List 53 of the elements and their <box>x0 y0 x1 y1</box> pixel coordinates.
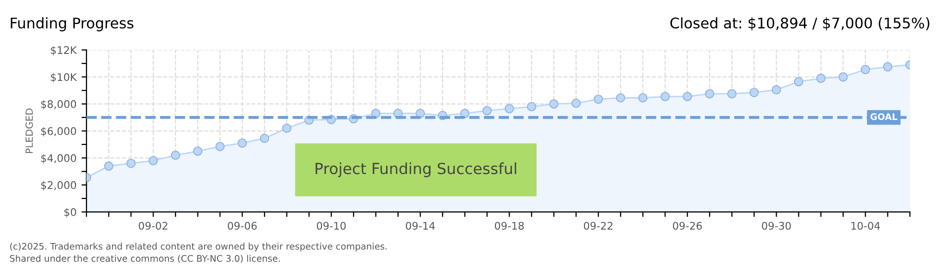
point <box>238 138 247 148</box>
point <box>883 62 892 72</box>
point <box>549 99 558 109</box>
point <box>504 104 514 114</box>
y-tick-label: $10K <box>50 72 77 82</box>
y-axis-title: PLEDGED <box>26 108 33 154</box>
x-tick-label: 09-18 <box>494 222 524 230</box>
y-tick-label: $0 <box>64 208 76 218</box>
point <box>638 93 648 103</box>
point <box>749 88 759 98</box>
point <box>794 77 804 86</box>
point <box>682 92 692 102</box>
x-tick-label: 10-04 <box>851 222 880 230</box>
point <box>104 161 114 171</box>
ref-line-label: GOAL <box>870 113 898 120</box>
point <box>571 98 581 108</box>
y-tick-label: $12K <box>50 46 77 56</box>
point <box>526 102 536 112</box>
point <box>838 72 848 82</box>
point <box>727 89 737 98</box>
x-tick-label: 09-02 <box>138 222 168 230</box>
x-tick-label: 09-14 <box>406 222 435 230</box>
y-tick-label: $8,000 <box>41 100 76 110</box>
y-tick-label: $4,000 <box>41 154 76 164</box>
text: Shared under the creative commons (CC BY-NC 3.0) license. <box>10 254 280 263</box>
point <box>260 134 270 144</box>
point <box>860 64 870 74</box>
point <box>816 74 826 83</box>
point <box>460 108 470 118</box>
x-tick-label: 09-06 <box>228 222 257 230</box>
chart-subtitle: Closed at: $10,894 / $7,000 (155%) <box>670 17 930 30</box>
point <box>193 146 202 156</box>
annotation: Project Funding Successful <box>316 162 516 178</box>
text: (c)2025. Trademarks and related content are owned by their respective companies. <box>10 242 387 252</box>
point <box>772 85 782 94</box>
point <box>594 94 603 104</box>
x-tick-label: 09-22 <box>584 222 612 230</box>
point <box>282 124 292 133</box>
y-tick-label: $6,000 <box>41 126 76 136</box>
point <box>148 156 158 166</box>
x-tick-label: 09-26 <box>672 222 702 230</box>
point <box>170 150 180 160</box>
x-tick-label: 09-10 <box>316 222 346 230</box>
point <box>215 142 225 152</box>
y-tick-label: $2,000 <box>41 180 76 190</box>
chart-title: Funding Progress <box>10 17 134 32</box>
point <box>416 108 425 118</box>
x-tick-label: 09-30 <box>762 222 791 230</box>
point <box>704 89 714 98</box>
point <box>126 158 136 168</box>
point <box>616 93 626 103</box>
point <box>482 106 492 116</box>
point <box>660 92 670 102</box>
